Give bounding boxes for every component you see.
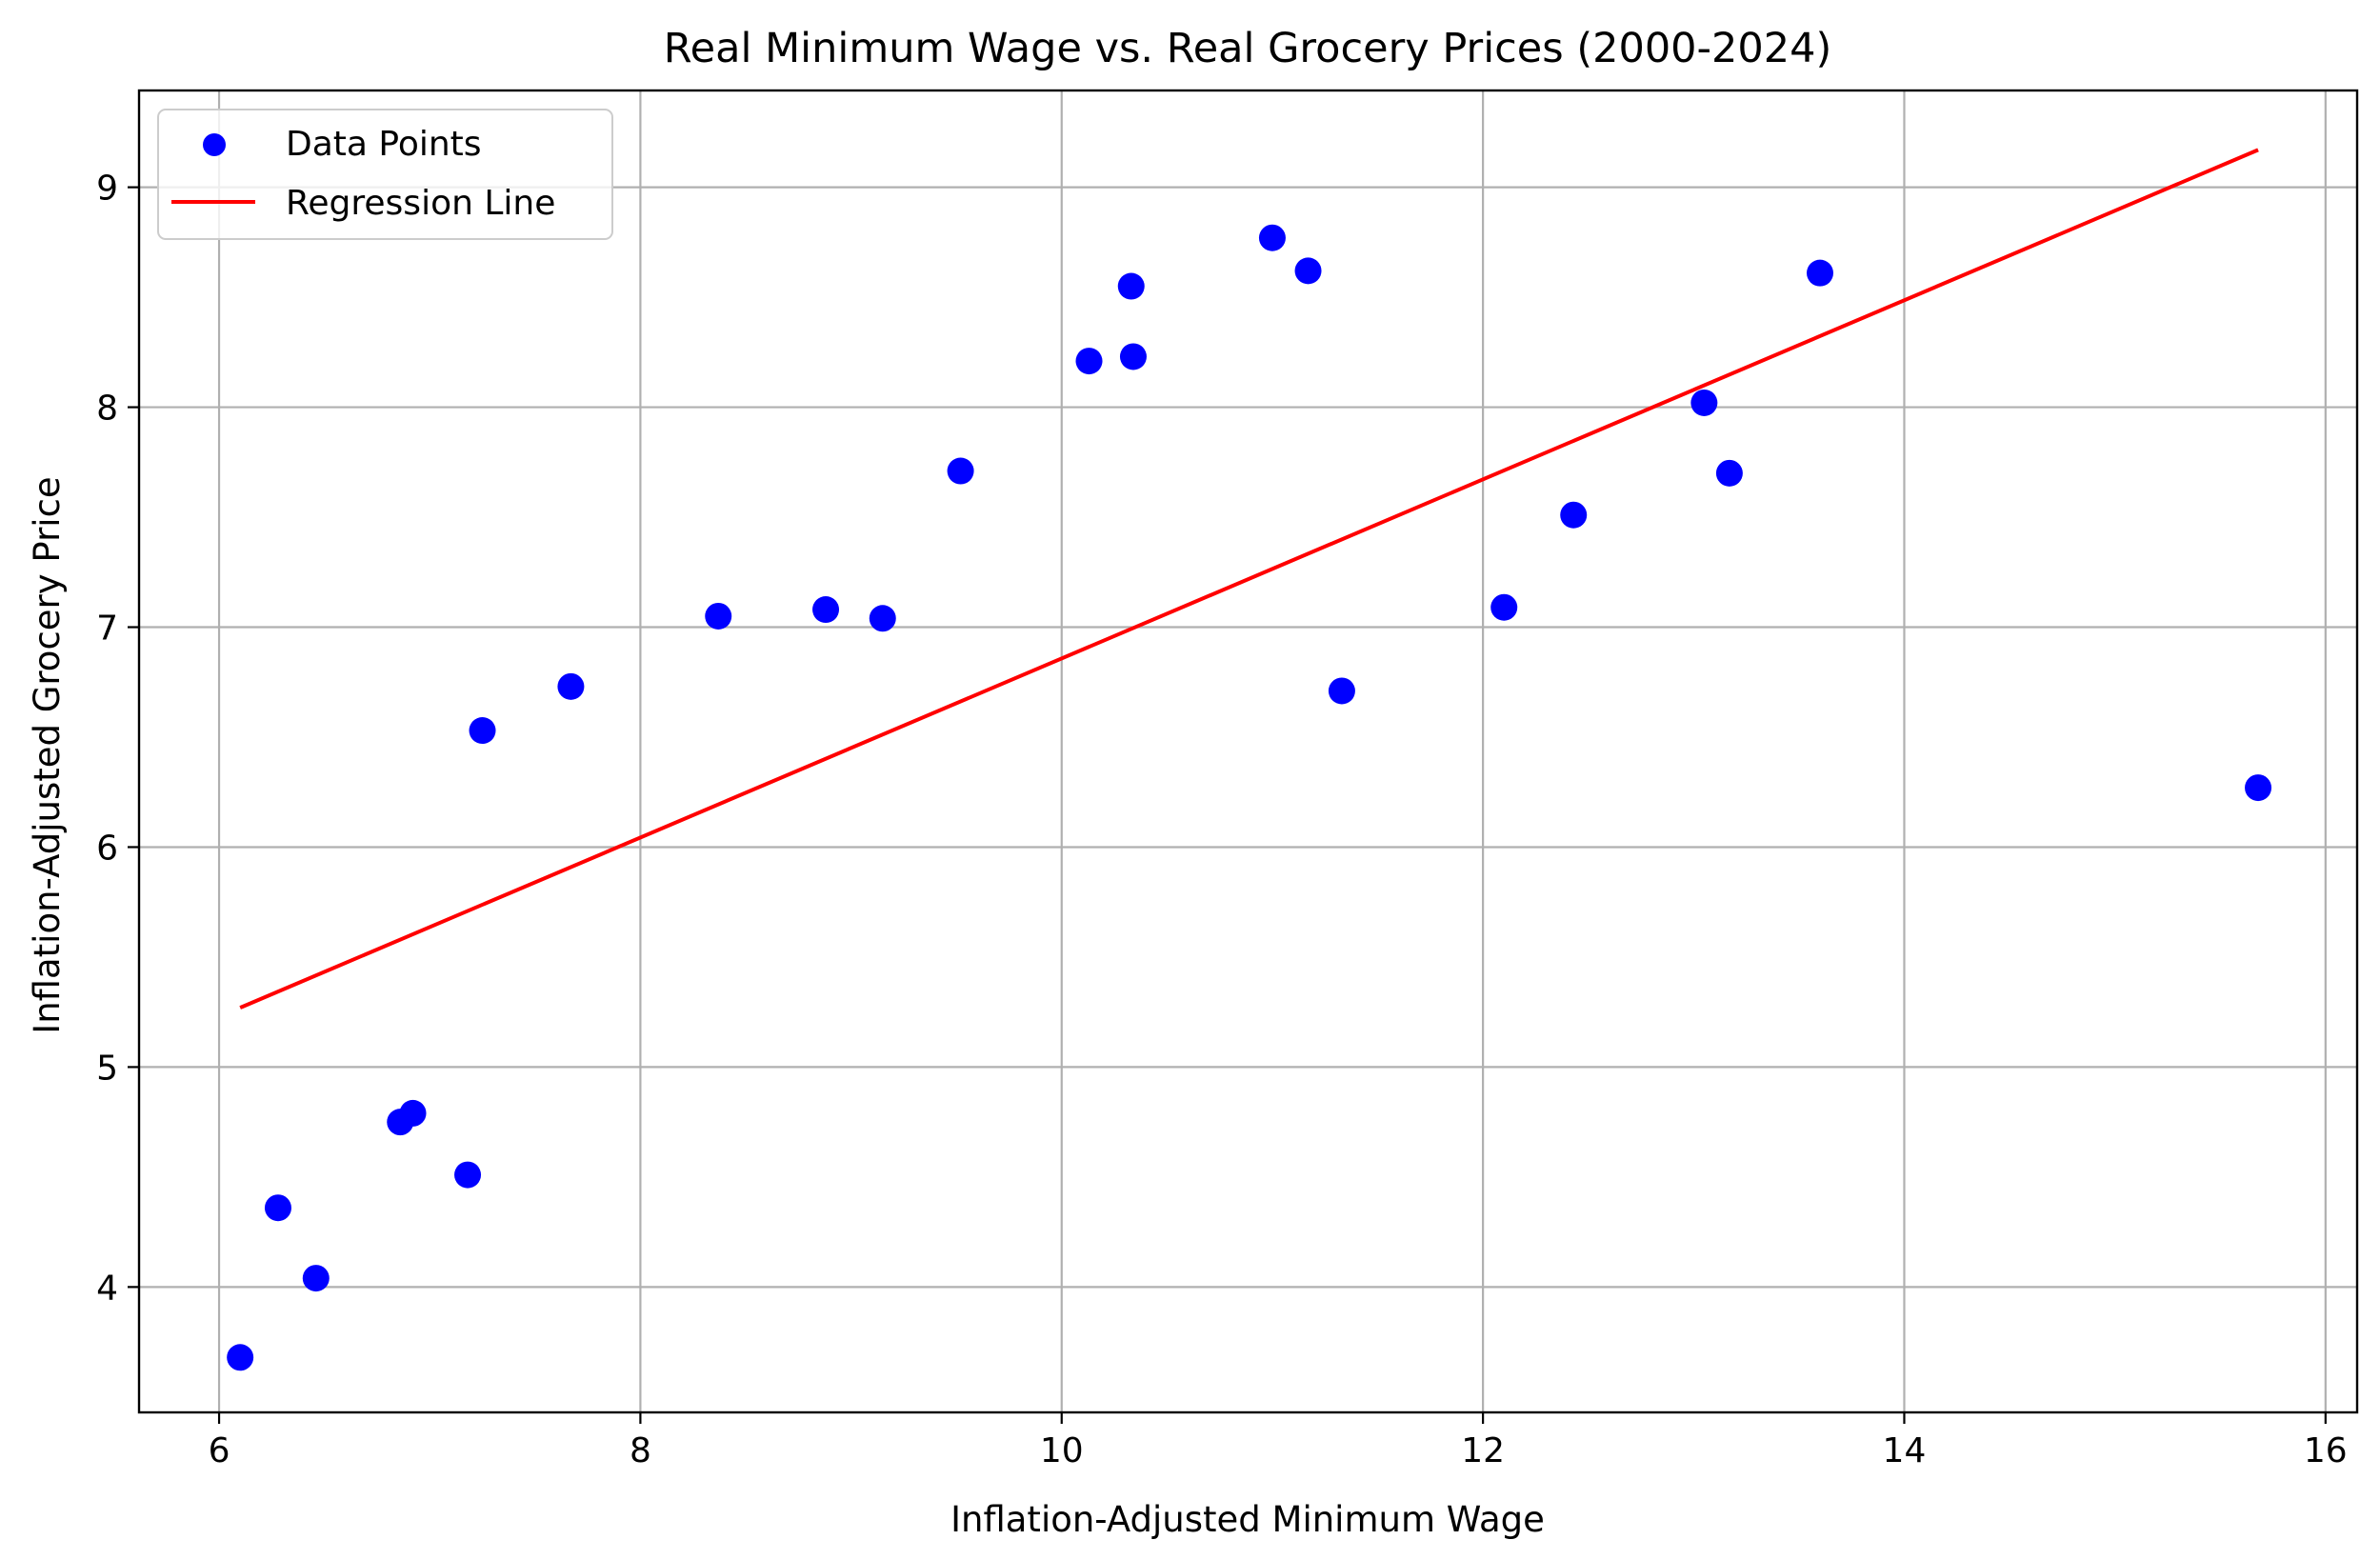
legend-label-regression-line: Regression Line: [286, 184, 555, 223]
x-tick-label: 8: [630, 1431, 651, 1470]
x-axis-ticks: 6 8 10 12 14 16: [209, 1412, 2348, 1470]
data-point: [947, 457, 974, 485]
data-point: [869, 605, 896, 632]
x-tick-label: 16: [2304, 1431, 2348, 1470]
data-point: [705, 602, 732, 630]
legend-label-data-points: Data Points: [286, 125, 482, 164]
data-point: [469, 717, 496, 745]
data-point: [557, 672, 585, 700]
data-point: [1119, 343, 1147, 370]
data-point: [227, 1344, 254, 1371]
regression-series: [239, 148, 2259, 1010]
regression-line: [239, 148, 2259, 1010]
chart-title: Real Minimum Wage vs. Real Grocery Price…: [664, 25, 1832, 72]
x-tick-label: 14: [1883, 1431, 1927, 1470]
data-point: [1075, 348, 1103, 375]
grid-lines: [139, 90, 2357, 1412]
data-point: [399, 1099, 427, 1127]
data-point: [1294, 257, 1322, 285]
data-point: [1690, 389, 1718, 416]
legend: Data Points Regression Line: [157, 109, 613, 240]
data-point: [1490, 593, 1518, 621]
data-point: [264, 1194, 291, 1222]
legend-marker-data-points: [203, 133, 226, 156]
x-tick-label: 10: [1040, 1431, 1084, 1470]
x-axis-label: Inflation-Adjusted Minimum Wage: [950, 1499, 1545, 1540]
legend-box: [157, 109, 613, 240]
scatter-series: [227, 224, 2272, 1371]
y-tick-label: 6: [96, 829, 118, 868]
y-tick-label: 4: [96, 1269, 118, 1308]
y-tick-label: 8: [96, 390, 118, 429]
y-tick-label: 5: [96, 1049, 118, 1088]
y-axis-label: Inflation-Adjusted Grocery Price: [27, 476, 68, 1033]
x-tick-label: 6: [209, 1431, 230, 1470]
data-point: [1328, 677, 1355, 705]
data-point: [454, 1161, 482, 1189]
y-axis-ticks: 4 5 6 7 8 9: [96, 170, 139, 1308]
plot-frame: [137, 89, 2359, 1414]
data-point: [2245, 774, 2272, 802]
data-point: [1258, 224, 1286, 251]
data-point: [302, 1265, 330, 1292]
data-point: [1715, 459, 1743, 487]
y-tick-label: 7: [96, 610, 118, 649]
x-tick-label: 12: [1461, 1431, 1505, 1470]
data-point: [1560, 501, 1588, 529]
data-point: [1117, 272, 1145, 300]
data-point: [812, 596, 840, 624]
y-tick-label: 9: [96, 170, 118, 209]
data-point: [1806, 259, 1833, 287]
